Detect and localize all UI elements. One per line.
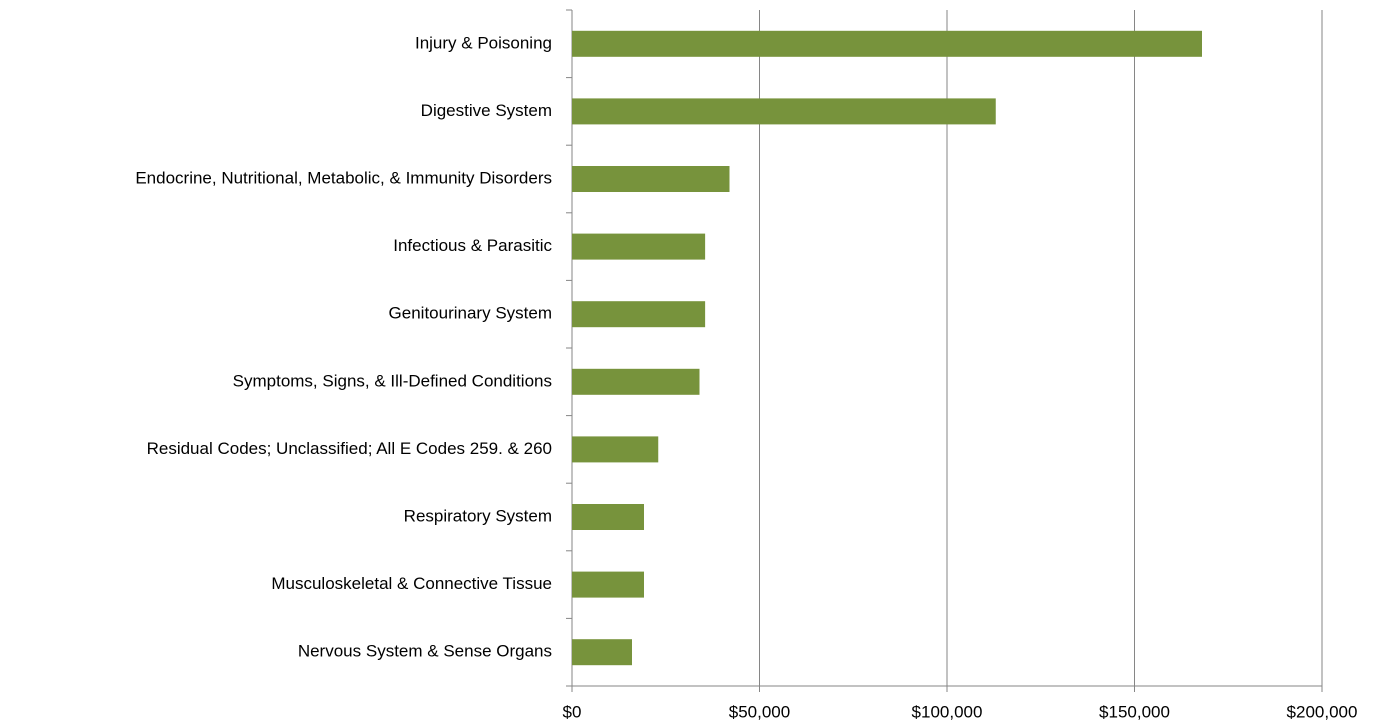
y-tick-label: Digestive System — [421, 101, 552, 120]
x-tick-label: $0 — [563, 702, 582, 721]
x-tick-label: $100,000 — [912, 702, 983, 721]
bar — [572, 233, 706, 260]
y-tick-label: Genitourinary System — [389, 304, 552, 323]
bar — [572, 436, 659, 463]
x-tick-label: $200,000 — [1287, 702, 1358, 721]
y-tick-label: Injury & Poisoning — [415, 33, 552, 52]
y-tick-label: Infectious & Parasitic — [393, 236, 552, 255]
bar — [572, 166, 730, 192]
x-tick-label: $150,000 — [1099, 702, 1170, 721]
bar — [572, 571, 644, 598]
y-tick-label: Symptoms, Signs, & Ill-Defined Condition… — [233, 371, 552, 390]
bar — [572, 639, 632, 666]
x-tick-label: $50,000 — [729, 702, 790, 721]
bar — [572, 98, 996, 125]
bar — [572, 30, 1202, 57]
y-tick-label: Musculoskeletal & Connective Tissue — [271, 574, 552, 593]
y-tick-label: Endocrine, Nutritional, Metabolic, & Imm… — [135, 168, 552, 187]
y-tick-label: Residual Codes; Unclassified; All E Code… — [147, 439, 552, 458]
bar — [572, 504, 644, 530]
y-tick-label: Respiratory System — [404, 506, 552, 525]
bar — [572, 368, 700, 395]
bar — [572, 301, 706, 328]
y-tick-label: Nervous System & Sense Organs — [298, 642, 552, 661]
